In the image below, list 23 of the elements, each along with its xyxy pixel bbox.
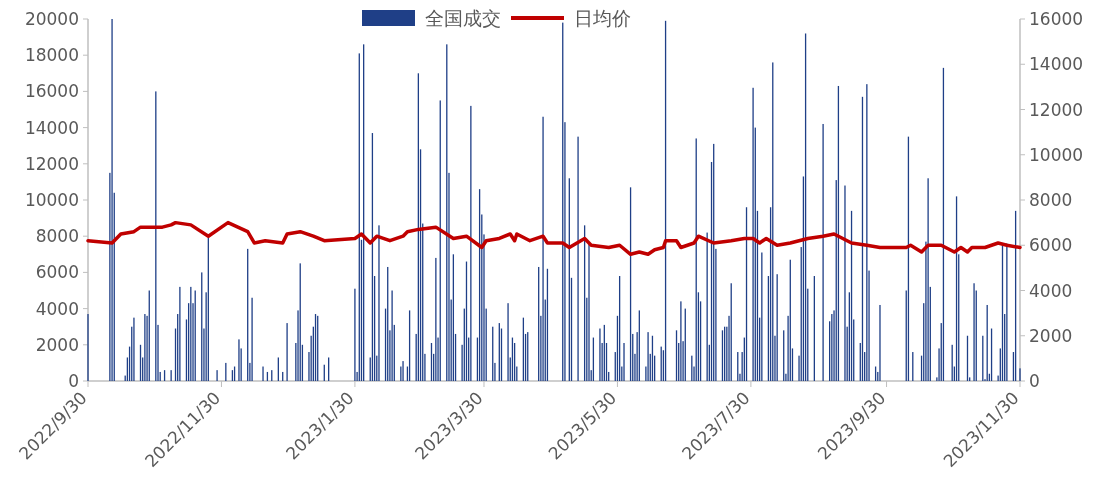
y-tick-label: 2000 — [35, 334, 79, 355]
y2-tick-label: 8000 — [1029, 190, 1073, 210]
y-tick-label: 18000 — [24, 45, 79, 66]
y-tick-label: 20000 — [24, 9, 79, 29]
y2-tick-label: 12000 — [1029, 99, 1084, 120]
y2-tick-label: 16000 — [1029, 9, 1084, 29]
y-tick-label: 14000 — [24, 117, 79, 138]
y2-tick-label: 2000 — [1029, 325, 1073, 346]
line-series — [86, 220, 1022, 257]
y-tick-label: 0 — [68, 371, 79, 391]
y2-tick-label: 0 — [1029, 371, 1040, 391]
y-tick-label: 4000 — [35, 298, 79, 319]
y-tick-label: 12000 — [24, 153, 79, 174]
legend-label: 全国成交 — [425, 7, 501, 29]
y2-tick-label: 6000 — [1029, 235, 1073, 256]
legend-label: 日均价 — [574, 7, 631, 29]
y-tick-label: 16000 — [24, 81, 79, 102]
y2-tick-label: 10000 — [1029, 144, 1084, 165]
y2-tick-label: 4000 — [1029, 280, 1073, 301]
y-tick-label: 10000 — [24, 190, 79, 210]
y-tick-label: 8000 — [35, 226, 79, 247]
y-tick-label: 6000 — [35, 262, 79, 283]
y2-tick-label: 14000 — [1029, 54, 1084, 75]
